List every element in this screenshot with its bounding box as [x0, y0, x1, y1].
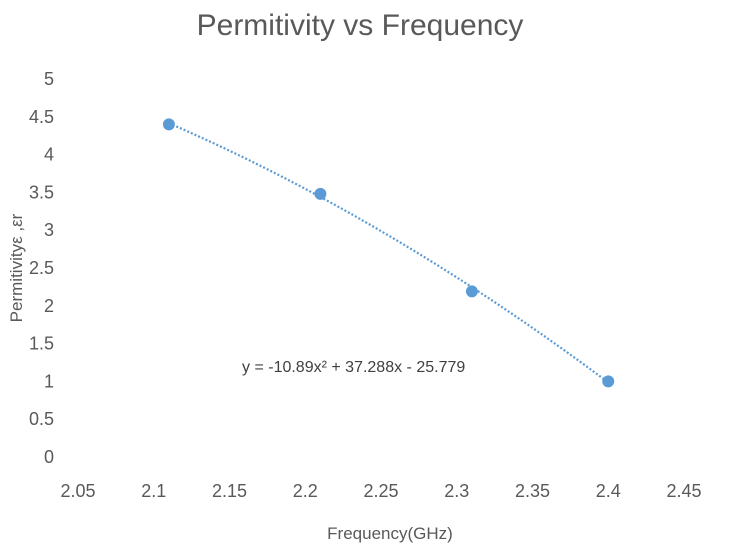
data-point: [162, 118, 175, 131]
x-axis-label: Frequency(GHz): [327, 524, 453, 543]
x-tick-label: 2.15: [212, 481, 247, 501]
y-tick-label: 3.5: [29, 182, 54, 202]
y-tick-label: 1.5: [29, 334, 54, 354]
y-tick-label: 3: [44, 220, 54, 240]
x-tick-label: 2.2: [293, 481, 318, 501]
y-tick-label: 5: [44, 69, 54, 89]
x-axis-ticks: 2.05 2.1 2.15 2.2 2.25 2.3 2.35 2.4 2.45: [60, 481, 701, 501]
trendline: [168, 122, 609, 384]
y-tick-label: 2.5: [29, 258, 54, 278]
y-tick-label: 4: [44, 145, 54, 165]
x-tick-label: 2.45: [666, 481, 701, 501]
x-tick-label: 2.05: [60, 481, 95, 501]
y-axis-ticks: 0 0.5 1 1.5 2 2.5 3 3.5 4 4.5 5: [29, 69, 54, 467]
data-point: [314, 187, 327, 200]
y-tick-label: 0: [44, 447, 54, 467]
data-points: [162, 118, 615, 388]
y-tick-label: 1: [44, 371, 54, 391]
data-point: [602, 375, 615, 388]
y-tick-label: 4.5: [29, 107, 54, 127]
chart-title: Permitivity vs Frequency: [197, 9, 524, 42]
x-tick-label: 2.35: [515, 481, 550, 501]
y-tick-label: 2: [44, 296, 54, 316]
data-point: [465, 285, 478, 298]
y-tick-label: 0.5: [29, 409, 54, 429]
x-tick-label: 2.4: [596, 481, 621, 501]
trendline-equation: y = -10.89x² + 37.288x - 25.779: [242, 359, 465, 376]
x-tick-label: 2.1: [141, 481, 166, 501]
x-tick-label: 2.25: [363, 481, 398, 501]
y-axis-label: Permitivityε ,εr: [7, 213, 26, 322]
x-tick-label: 2.3: [444, 481, 469, 501]
